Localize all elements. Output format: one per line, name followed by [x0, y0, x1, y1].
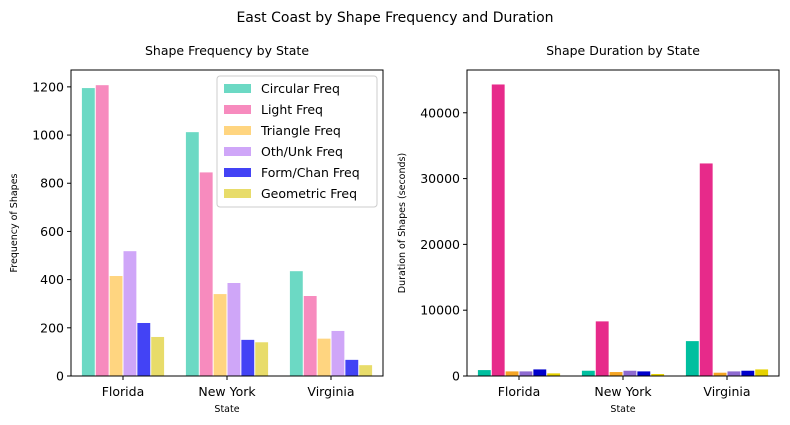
y-tick-label: 1200 [32, 79, 64, 94]
x-tick-label: Virginia [307, 384, 354, 399]
x-tick-label: New York [198, 384, 256, 399]
x-tick-label: Florida [498, 384, 541, 399]
bar [109, 276, 123, 376]
y-tick-label: 20000 [420, 237, 460, 252]
y-tick-label: 0 [452, 369, 460, 384]
y-tick-label: 200 [40, 320, 64, 335]
chart-title: Shape Frequency by State [145, 43, 309, 58]
bar [651, 374, 665, 376]
y-tick-label: 30000 [420, 171, 460, 186]
legend-label: Form/Chan Freq [261, 165, 360, 180]
bar [359, 365, 373, 376]
bar [123, 251, 137, 376]
bar [713, 372, 727, 376]
duration-chart: Shape Duration by State 0 10000 20000 30000 4… [397, 43, 780, 415]
x-tick-label: New York [594, 384, 652, 399]
bar [303, 296, 317, 376]
x-axis-label: State [214, 404, 239, 415]
bar [727, 371, 741, 376]
bar [317, 338, 331, 376]
legend-swatch [224, 147, 251, 156]
bar [241, 339, 255, 376]
y-tick-label: 600 [40, 224, 64, 239]
legend: Circular Freq Light Freq Triangle Freq Oth/… [216, 75, 378, 208]
bar [137, 322, 151, 376]
legend-label: Light Freq [261, 102, 323, 117]
bar [533, 369, 547, 376]
bar [345, 359, 359, 376]
bar [699, 163, 713, 376]
legend-swatch [224, 168, 251, 177]
legend-label: Geometric Freq [261, 186, 357, 201]
bar [331, 330, 345, 376]
bar [637, 371, 651, 376]
y-axis-label: Frequency of Shapes [9, 173, 20, 272]
bar [491, 84, 505, 376]
bar [255, 342, 269, 376]
bar [623, 370, 637, 376]
y-tick-label: 0 [56, 369, 64, 384]
chart-title: Shape Duration by State [546, 43, 700, 58]
bar [81, 88, 95, 376]
y-tick-label: 1000 [32, 128, 64, 143]
legend-box [216, 75, 378, 208]
bar [547, 373, 561, 376]
axes-frame [466, 69, 780, 377]
bar [741, 370, 755, 376]
bar [755, 369, 769, 376]
bar [685, 341, 699, 376]
bar [213, 294, 227, 376]
frequency-chart: Shape Frequency by State 0 200 400 600 800 100… [9, 43, 384, 415]
bar [477, 370, 491, 376]
figure-suptitle: East Coast by Shape Frequency and Durati… [236, 10, 553, 26]
y-axis-label: Duration of Shapes (seconds) [397, 153, 408, 293]
y-tick-label: 400 [40, 272, 64, 287]
bar [581, 370, 595, 376]
legend-swatch [224, 126, 251, 135]
x-tick-label: Virginia [703, 384, 750, 399]
y-tick-label: 40000 [420, 105, 460, 120]
bar [595, 321, 609, 376]
bar [609, 372, 623, 376]
bar [199, 172, 213, 376]
legend-swatch [224, 105, 251, 114]
bar [227, 283, 241, 376]
x-axis-label: State [610, 404, 635, 415]
legend-label: Triangle Freq [260, 123, 341, 138]
bar [289, 271, 303, 376]
legend-swatch [224, 189, 251, 198]
bar [519, 371, 533, 376]
y-tick-label: 10000 [420, 303, 460, 318]
legend-label: Oth/Unk Freq [261, 144, 343, 159]
bar [95, 85, 109, 377]
legend-swatch [224, 84, 251, 93]
x-tick-label: Florida [102, 384, 145, 399]
bar [185, 132, 199, 376]
bar [505, 371, 519, 376]
y-tick-label: 800 [40, 176, 64, 191]
bar [151, 336, 165, 376]
legend-label: Circular Freq [261, 81, 340, 96]
